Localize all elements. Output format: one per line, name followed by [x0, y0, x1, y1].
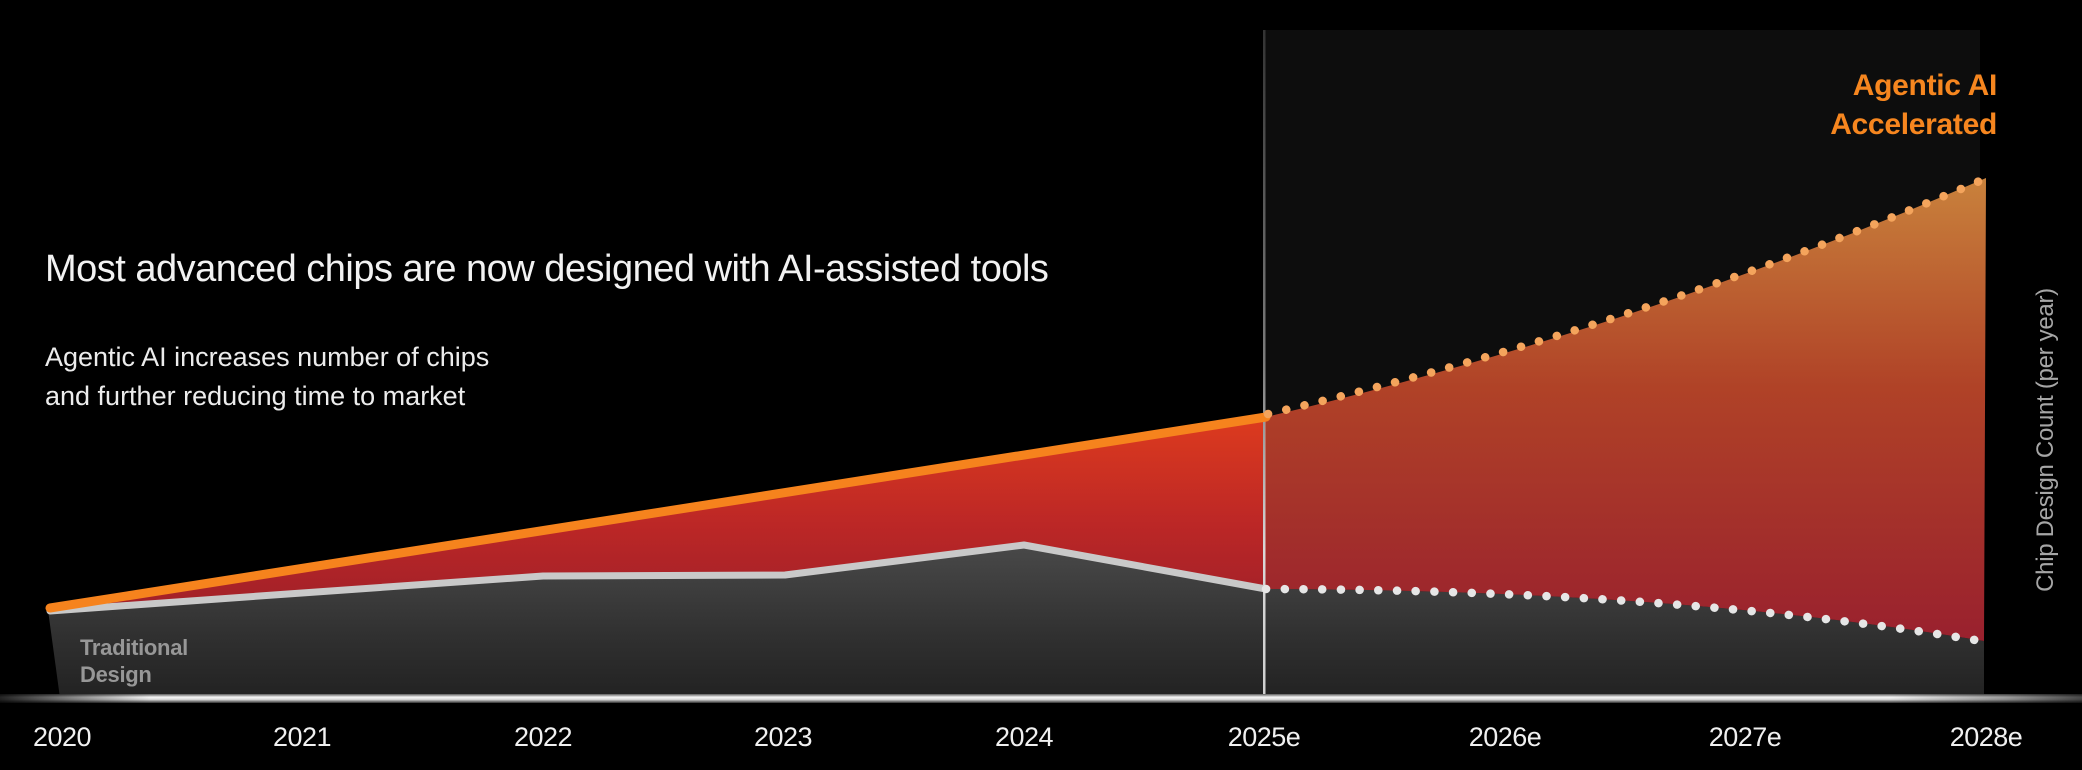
subtitle: Agentic AI increases number of chips and…	[45, 338, 489, 416]
page-title: Most advanced chips are now designed wit…	[45, 248, 1049, 290]
x-axis-fade-left	[0, 694, 150, 703]
x-tick-2025e: 2025e	[1227, 722, 1301, 752]
y-axis-label: Chip Design Count (per year)	[2032, 288, 2059, 592]
x-tick-2028e: 2028e	[1949, 722, 2023, 752]
x-tick-2027e: 2027e	[1708, 722, 1782, 752]
x-tick-2021: 2021	[272, 722, 332, 752]
agentic-series-label-line-2: Accelerated	[1830, 108, 1997, 141]
x-tick-2022: 2022	[513, 722, 573, 752]
subtitle-line-1: Agentic AI increases number of chips	[45, 342, 490, 372]
x-tick-2020: 2020	[32, 722, 92, 752]
agentic-forecast-area	[1266, 178, 1986, 641]
x-tick-2026e: 2026e	[1468, 722, 1542, 752]
x-axis-fade-right	[1890, 694, 2082, 703]
agentic-solid-line	[45, 412, 1271, 613]
agentic-series-label-line-1: Agentic AI	[1852, 69, 1998, 102]
traditional-solid-line	[46, 541, 1270, 615]
traditional-design-area	[48, 545, 1984, 698]
x-axis-line	[0, 694, 2082, 703]
x-tick-2024: 2024	[994, 722, 1054, 752]
agentic-dotted-line	[1263, 172, 1994, 419]
traditional-dotted-line	[1261, 584, 1992, 647]
forecast-divider-line	[1263, 30, 1266, 698]
subtitle-line-2: and further reducing time to market	[45, 381, 466, 411]
agentic-series-label: Agentic AI Accelerated	[1830, 66, 1997, 144]
x-tick-2023: 2023	[753, 722, 813, 752]
traditional-series-label: Traditional Design	[80, 634, 188, 688]
traditional-series-label-line-1: Traditional	[80, 635, 188, 660]
traditional-series-label-line-2: Design	[80, 662, 152, 687]
